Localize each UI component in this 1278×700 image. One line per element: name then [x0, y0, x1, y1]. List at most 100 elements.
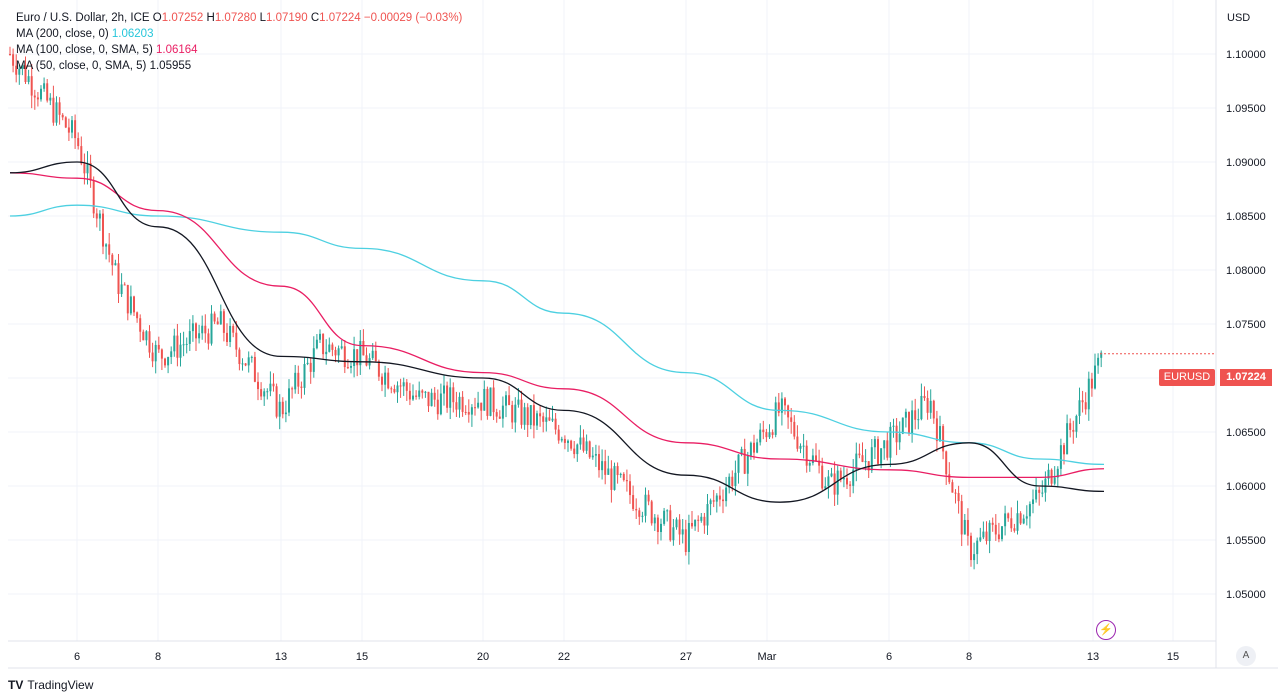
candle-body: [722, 499, 724, 502]
candle-body: [108, 244, 111, 255]
candle-body: [151, 352, 154, 362]
candle-body: [1075, 415, 1078, 432]
candle-body: [1028, 504, 1031, 517]
candle-body: [811, 455, 814, 464]
candle-body: [988, 522, 991, 542]
candle-body: [322, 333, 325, 355]
grid-lines: [8, 0, 1216, 641]
candle-body: [480, 402, 483, 411]
candle-body: [656, 517, 659, 533]
candle-body: [669, 510, 672, 541]
candle-body: [418, 390, 421, 397]
candles: [9, 46, 1103, 570]
candle-body: [725, 487, 728, 502]
candle-body: [384, 372, 387, 385]
candle-body: [1016, 513, 1019, 531]
candle-body: [731, 476, 734, 487]
change-value: −0.00029 (−0.03%): [363, 12, 463, 24]
candle-body: [582, 437, 585, 451]
candle-body: [142, 331, 145, 341]
candle-body: [226, 332, 228, 342]
candle-body: [1053, 477, 1056, 484]
price-tick-label: 1.10000: [1226, 49, 1266, 61]
candle-body: [114, 263, 117, 266]
candle-body: [1001, 526, 1003, 540]
candle-body: [374, 350, 377, 362]
candle-body: [700, 516, 703, 521]
symbol-title[interactable]: Euro / U.S. Dollar, 2h, ICE: [16, 12, 150, 24]
candle-body: [706, 504, 709, 526]
candle-body: [353, 349, 356, 367]
candle-body: [830, 473, 833, 477]
candle-body: [195, 323, 197, 339]
candle-body: [1032, 499, 1034, 505]
candle-body: [505, 395, 507, 406]
candle-body: [272, 383, 275, 387]
candle-body: [164, 358, 166, 366]
currency-label[interactable]: USD: [1227, 12, 1251, 24]
close-value: 1.07224: [319, 12, 361, 24]
candle-body: [945, 451, 948, 475]
candle-body: [1038, 489, 1041, 493]
candle-body: [712, 500, 715, 502]
time-tick-label: 6: [74, 651, 80, 663]
time-tick-label: 15: [1167, 651, 1179, 663]
candle-body: [182, 344, 185, 346]
candle-body: [275, 386, 278, 417]
auto-scale-button[interactable]: A: [1236, 646, 1256, 666]
candle-body: [511, 405, 514, 423]
candle-body: [1084, 402, 1087, 410]
candle-body: [951, 482, 954, 493]
time-tick-label: 13: [1087, 651, 1099, 663]
candle-body: [1069, 423, 1072, 430]
candle-body: [886, 440, 889, 458]
candle-body: [579, 437, 582, 445]
candle-body: [818, 460, 821, 466]
candle-body: [467, 411, 470, 415]
candle-body: [570, 440, 573, 449]
candle-body: [598, 454, 600, 471]
candle-body: [892, 425, 895, 427]
candle-body: [765, 432, 768, 438]
candle-body: [30, 76, 33, 96]
candle-body: [405, 382, 408, 391]
candle-body: [787, 405, 790, 418]
candle-body: [908, 411, 910, 434]
candle-body: [833, 473, 836, 495]
candle-body: [873, 439, 876, 448]
candle-body: [148, 331, 151, 353]
candle-body: [328, 344, 331, 352]
time-tick-label: 8: [966, 651, 972, 663]
candle-body: [585, 441, 588, 451]
candle-body: [898, 433, 901, 443]
candle-body: [421, 390, 424, 393]
ma100-legend[interactable]: MA (100, close, 0, SMA, 5) 1.06164: [16, 42, 462, 58]
candle-body: [917, 419, 920, 421]
candle-body: [529, 405, 532, 426]
candle-body: [232, 325, 235, 333]
candle-body: [777, 402, 780, 413]
ma50-legend[interactable]: MA (50, close, 0, SMA, 5) 1.05955: [16, 58, 462, 74]
candle-body: [86, 163, 89, 174]
candle-body: [771, 432, 774, 435]
candle-body: [691, 522, 693, 527]
candle-body: [365, 355, 368, 366]
candle-body: [539, 413, 542, 417]
ma200-legend[interactable]: MA (200, close, 0) 1.06203: [16, 26, 462, 42]
candle-body: [24, 65, 27, 82]
candle-body: [15, 65, 18, 75]
candle-body: [567, 440, 569, 443]
candle-body: [799, 445, 802, 449]
candle-body: [554, 418, 557, 430]
candle-body: [136, 312, 139, 319]
lightning-event-icon[interactable]: ⚡: [1096, 620, 1116, 640]
candle-body: [601, 461, 604, 471]
candle-body: [117, 263, 120, 295]
candle-body: [526, 407, 529, 426]
candle-body: [319, 333, 321, 340]
footer-brand[interactable]: TV TradingView: [8, 678, 93, 692]
candle-body: [238, 349, 241, 365]
open-label: O: [152, 12, 162, 24]
candle-body: [210, 313, 213, 344]
